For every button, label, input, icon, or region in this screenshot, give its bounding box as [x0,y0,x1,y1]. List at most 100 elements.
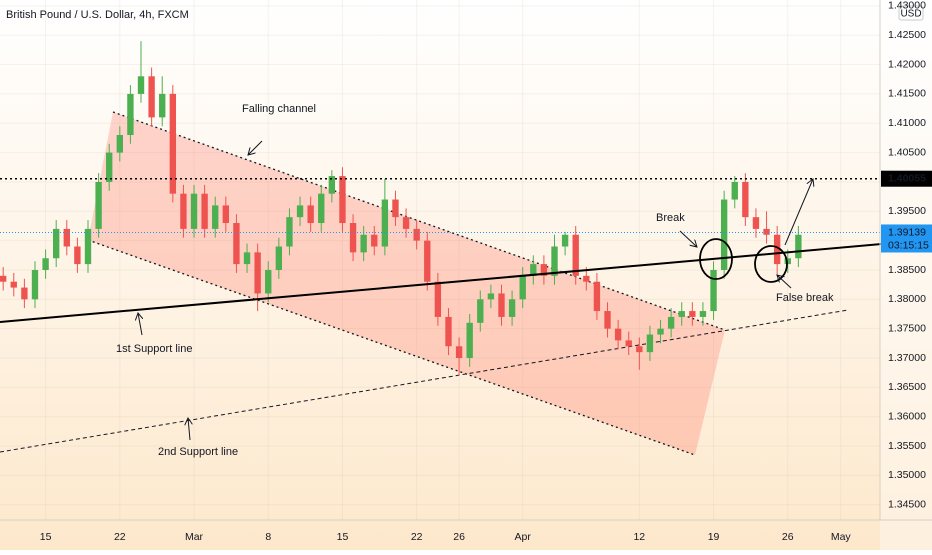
false-break-circle [754,245,788,283]
last-price-box [881,224,932,253]
y-tick-label: 1.39500 [888,205,926,217]
candle-body [477,299,484,323]
y-tick-label: 1.35500 [888,440,926,452]
annotation: False break [776,292,834,304]
candle-body [265,269,272,294]
candle-body [318,193,325,224]
candle-body [95,181,102,229]
candle-body [127,93,134,135]
first-support-line [0,242,894,323]
candle-body [625,340,632,347]
grid [0,0,880,520]
candle-body [275,246,283,270]
candle-body [360,234,367,253]
candle-body [487,293,495,300]
second-support-line [0,309,849,453]
annotation-arrow [138,313,142,336]
level-label-box [881,170,932,187]
candle-body [10,281,17,288]
candle-body [0,275,7,282]
x-tick-label: 26 [782,531,794,543]
candle-body [201,193,208,229]
y-tick-label: 1.41000 [888,117,926,129]
x-tick-label: 15 [337,531,349,543]
annotation: 2nd Support line [158,446,238,458]
candle-body [466,322,473,359]
y-tick-label: 1.36000 [888,410,926,422]
candle-body [254,252,261,294]
candle-body [731,181,738,200]
annotation-arrow [188,418,190,441]
candle-body [371,234,378,247]
y-tick-label: 1.37500 [888,322,926,334]
candle-body [646,334,654,353]
break-circle [699,238,733,280]
candle-body [752,217,760,229]
candle-body [137,76,145,94]
candle-body [159,93,166,118]
candle-body [74,246,81,265]
candle-body [498,293,505,317]
annotation-arrow [777,275,792,289]
annotation: Falling channel [242,103,316,115]
candle-body [53,228,60,259]
y-tick-label: 1.36500 [888,381,926,393]
x-tick-label: 22 [114,531,126,543]
candle-body [307,205,314,224]
candle-body [31,269,39,300]
candle-body [63,228,70,247]
candle-body [763,228,770,235]
x-tick-label: May [831,531,852,543]
candle-body [402,217,410,229]
chart-title: British Pound / U.S. Dollar, 4h, FXCM [6,9,189,21]
y-tick-label: 1.38000 [888,293,926,305]
candle-body [84,228,92,265]
annotation: Break [656,212,685,224]
candle-body [180,193,187,229]
candle-body [169,93,176,194]
y-tick-label: 1.42000 [888,58,926,70]
y-tick-label: 1.42500 [888,29,926,41]
candle-body [551,246,558,276]
candle-body [434,281,442,317]
candle-body [657,328,664,335]
candle-body [212,205,219,229]
candle-body [190,193,198,229]
candle-body [424,240,431,282]
y-tick-label: 1.41500 [888,88,926,100]
candle-body [742,181,749,218]
x-tick-label: 8 [265,531,271,543]
candle-body [773,234,781,265]
target-arrow [784,179,813,246]
candle-body [667,316,675,329]
candle-body [286,217,293,247]
x-tick-label: 12 [633,531,645,543]
candle-body [678,311,685,317]
candle-body [710,269,717,312]
candle-body [455,346,463,359]
candle-body [519,275,526,300]
candles [0,41,880,376]
candle-body [148,76,155,118]
candle-body [233,223,240,265]
candle-body [392,199,399,218]
candle-body [106,152,113,182]
y-tick-label: 1.40500 [888,146,926,158]
price-axis [880,0,932,550]
candle-body [445,316,452,347]
countdown-label: 03:15:15 [888,239,929,251]
candle-body [795,234,802,259]
candle-body [689,311,696,317]
x-tick-label: Apr [515,531,532,543]
candle-body [561,234,569,247]
falling-channel [88,112,725,455]
candle-body [508,299,516,317]
overlay: 1.34500 1.35000 1.35500 1.36000 1.36500 1.370… [40,0,932,543]
candle-body [636,346,643,353]
candle-body [222,205,230,224]
candle-body [583,275,590,282]
candle-body [604,311,611,329]
candle-body [720,199,728,270]
last-price-label: 1.39139 [888,226,926,238]
